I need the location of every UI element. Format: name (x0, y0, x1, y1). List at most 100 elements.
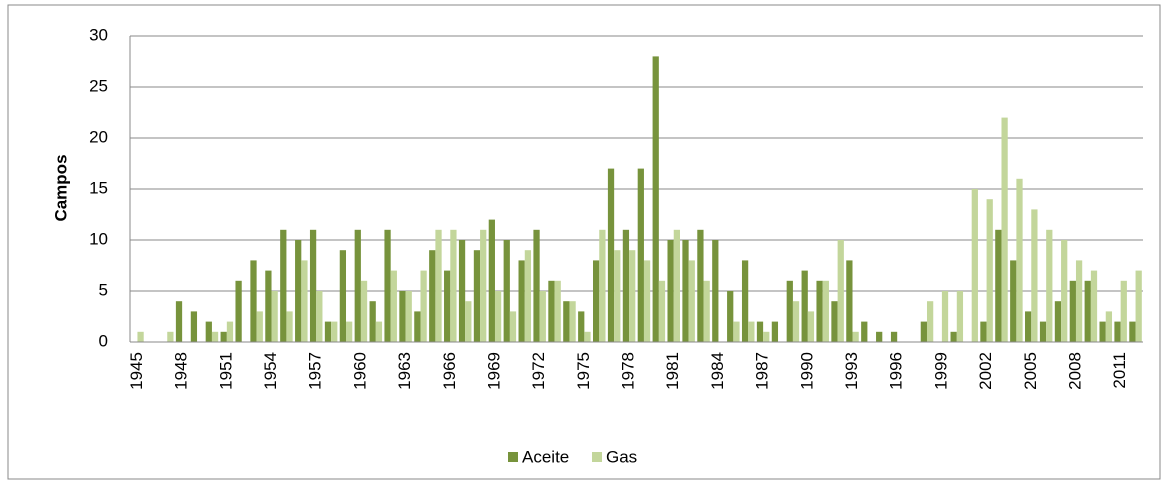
x-tick-label: 1987 (753, 352, 772, 390)
bar (1135, 270, 1142, 342)
bar (1046, 229, 1053, 342)
bar (727, 291, 734, 342)
x-tick-label: 1948 (172, 352, 191, 390)
bar (1016, 178, 1023, 342)
bar (473, 250, 481, 342)
bar (1129, 321, 1136, 342)
bar (488, 219, 495, 342)
bar (390, 270, 397, 342)
x-tick-label: 1990 (797, 352, 816, 390)
bar (316, 291, 323, 342)
bar (369, 301, 376, 342)
x-tick-label: 1969 (484, 352, 503, 390)
bar (682, 240, 689, 342)
bar (435, 229, 442, 342)
bar (339, 250, 347, 342)
bar (771, 321, 779, 342)
bar (1075, 260, 1083, 342)
bar (599, 229, 606, 342)
bar (509, 311, 517, 342)
bar (295, 240, 302, 342)
x-tick-label: 2002 (976, 352, 995, 390)
x-tick-label: 1984 (708, 352, 727, 390)
bar (852, 331, 859, 342)
bar (503, 240, 510, 342)
bar (748, 321, 755, 342)
bar (175, 301, 183, 342)
bar (1114, 321, 1121, 342)
bar (1099, 321, 1106, 342)
y-tick-label: 20 (89, 127, 108, 146)
bar (494, 291, 502, 342)
bar (1090, 270, 1098, 342)
bar (286, 311, 293, 342)
bar (733, 321, 740, 342)
bar (1010, 260, 1017, 342)
y-tick-label: 10 (89, 229, 108, 248)
bar (1025, 311, 1032, 342)
y-tick-label: 5 (99, 280, 108, 299)
bar (554, 280, 561, 342)
x-tick-label: 1966 (440, 352, 459, 390)
bar (1084, 280, 1091, 342)
bar (861, 321, 868, 342)
bar (876, 331, 883, 342)
bar (563, 301, 570, 342)
bar (548, 280, 555, 342)
bar (950, 331, 957, 342)
y-tick-label: 15 (89, 178, 108, 197)
bar (822, 280, 829, 342)
bar (235, 280, 242, 342)
bar (569, 301, 576, 342)
bar (763, 331, 770, 342)
bar (360, 280, 368, 342)
bar (712, 240, 719, 342)
bar (801, 270, 808, 342)
x-tick-label: 1954 (261, 352, 280, 390)
bar (703, 280, 710, 342)
bar (614, 250, 621, 342)
bar (578, 311, 585, 342)
bar (837, 240, 844, 342)
bar (584, 331, 591, 342)
bar (980, 321, 987, 342)
bar (941, 291, 949, 342)
bar (250, 260, 257, 342)
x-tick-label: 1975 (574, 352, 593, 390)
bar (524, 250, 532, 342)
bar (816, 280, 823, 342)
bar (971, 189, 978, 342)
bar (167, 331, 174, 342)
bar (741, 260, 749, 342)
bar (384, 229, 391, 342)
x-tick-label: 1957 (306, 352, 325, 390)
bar (399, 291, 406, 342)
bar (354, 229, 361, 342)
x-tick-label: 2008 (1065, 352, 1084, 390)
legend-swatch (592, 452, 602, 462)
bar (986, 199, 993, 342)
bar (697, 229, 704, 342)
bar (786, 280, 793, 342)
bar (846, 260, 853, 342)
bar (1069, 280, 1076, 342)
bar (622, 229, 630, 342)
legend-label: Aceite (522, 447, 569, 466)
bar (756, 321, 764, 342)
bar (1001, 117, 1008, 342)
x-tick-label: 1981 (663, 352, 682, 390)
x-tick-label: 1996 (887, 352, 906, 390)
bar (637, 168, 644, 342)
bar (956, 291, 964, 342)
bar (643, 260, 651, 342)
y-tick-label: 30 (89, 25, 108, 44)
x-tick-label: 1972 (529, 352, 548, 390)
x-tick-label: 1960 (350, 352, 369, 390)
bar (629, 250, 636, 342)
bar (667, 240, 674, 342)
bar (414, 311, 421, 342)
bar (265, 270, 272, 342)
bar (518, 260, 525, 342)
bar (450, 229, 457, 342)
bar (831, 301, 838, 342)
